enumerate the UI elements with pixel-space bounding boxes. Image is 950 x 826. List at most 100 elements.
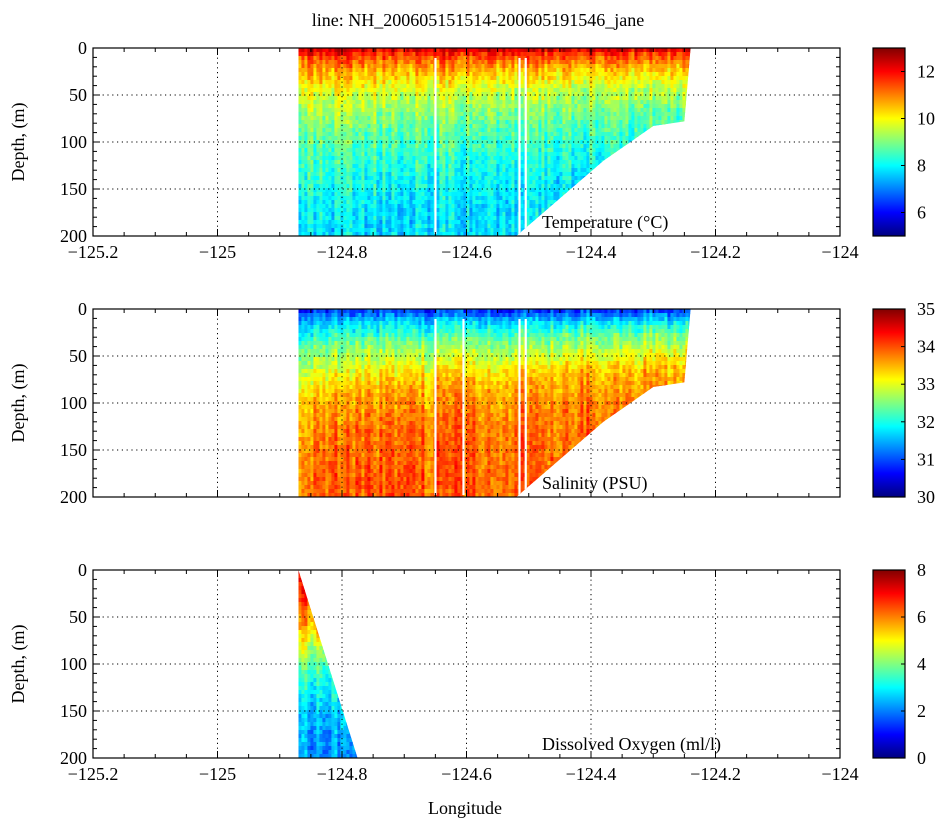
- heatmap-cell: [322, 104, 327, 109]
- heatmap-cell: [406, 212, 411, 217]
- heatmap-cell: [364, 144, 369, 149]
- heatmap-cell: [355, 92, 360, 97]
- heatmap-cell: [598, 180, 603, 185]
- heatmap-cell: [520, 92, 525, 97]
- heatmap-cell: [439, 176, 444, 181]
- heatmap-cell: [565, 184, 570, 189]
- heatmap-cell: [604, 132, 609, 137]
- heatmap-cell: [325, 140, 330, 145]
- heatmap-cell: [604, 140, 609, 145]
- heatmap-cell: [439, 196, 444, 201]
- heatmap-cell: [613, 148, 618, 153]
- heatmap-cell: [541, 60, 546, 65]
- heatmap-cell: [424, 184, 429, 189]
- heatmap-cell: [451, 124, 456, 129]
- heatmap-cell: [340, 188, 345, 193]
- heatmap-cell: [529, 192, 534, 197]
- heatmap-cell: [436, 64, 441, 69]
- heatmap-cell: [313, 132, 318, 137]
- heatmap-cell: [481, 208, 486, 213]
- heatmap-cell: [325, 220, 330, 225]
- heatmap-cell: [514, 228, 519, 233]
- heatmap-cell: [535, 148, 540, 153]
- heatmap-cell: [508, 52, 513, 57]
- heatmap-cell: [586, 100, 591, 105]
- heatmap-cell: [529, 72, 534, 77]
- heatmap-cell: [553, 88, 558, 93]
- heatmap-cell: [508, 200, 513, 205]
- heatmap-cell: [349, 120, 354, 125]
- heatmap-cell: [307, 164, 312, 169]
- heatmap-cell: [343, 56, 348, 61]
- heatmap-cell: [607, 176, 612, 181]
- heatmap-cell: [529, 168, 534, 173]
- heatmap-cell: [391, 128, 396, 133]
- heatmap-cell: [541, 88, 546, 93]
- heatmap-cell: [307, 160, 312, 165]
- heatmap-cell: [304, 164, 309, 169]
- heatmap-cell: [595, 112, 600, 117]
- heatmap-cell: [337, 52, 342, 57]
- heatmap-cell: [403, 164, 408, 169]
- heatmap-cell: [511, 224, 516, 229]
- heatmap-cell: [544, 68, 549, 73]
- heatmap-cell: [424, 200, 429, 205]
- heatmap-cell: [520, 160, 525, 165]
- heatmap-cell: [460, 148, 465, 153]
- heatmap-cell: [460, 100, 465, 105]
- heatmap-cell: [409, 60, 414, 65]
- heatmap-cell: [400, 204, 405, 209]
- heatmap-cell: [301, 212, 306, 217]
- heatmap-cell: [565, 48, 570, 53]
- heatmap-cell: [316, 184, 321, 189]
- heatmap-cell: [571, 92, 576, 97]
- heatmap-cell: [499, 204, 504, 209]
- heatmap-cell: [469, 188, 474, 193]
- heatmap-cell: [484, 220, 489, 225]
- heatmap-cell: [529, 224, 534, 229]
- heatmap-cell: [487, 224, 492, 229]
- heatmap-cell: [475, 88, 480, 93]
- heatmap-cell: [325, 124, 330, 129]
- heatmap-cell: [511, 196, 516, 201]
- heatmap-cell: [562, 72, 567, 77]
- heatmap-cell: [388, 124, 393, 129]
- heatmap-cell: [613, 72, 618, 77]
- heatmap-cell: [340, 140, 345, 145]
- heatmap-cell: [520, 184, 525, 189]
- heatmap-cell: [442, 108, 447, 113]
- heatmap-cell: [409, 76, 414, 81]
- heatmap-cell: [568, 120, 573, 125]
- heatmap-cell: [331, 72, 336, 77]
- heatmap-cell: [454, 204, 459, 209]
- heatmap-cell: [592, 196, 597, 201]
- heatmap-cell: [496, 52, 501, 57]
- heatmap-cell: [316, 124, 321, 129]
- heatmap-cell: [499, 216, 504, 221]
- heatmap-cell: [406, 52, 411, 57]
- heatmap-cell: [592, 204, 597, 209]
- heatmap-cell: [316, 216, 321, 221]
- heatmap-cell: [544, 84, 549, 89]
- heatmap-cell: [532, 208, 537, 213]
- heatmap-cell: [526, 120, 531, 125]
- heatmap-cell: [355, 160, 360, 165]
- heatmap-cell: [340, 92, 345, 97]
- heatmap-cell: [331, 180, 336, 185]
- heatmap-cell: [448, 168, 453, 173]
- heatmap-cell: [445, 96, 450, 101]
- heatmap-cell: [322, 180, 327, 185]
- heatmap-cell: [400, 164, 405, 169]
- heatmap-cell: [343, 228, 348, 233]
- heatmap-cell: [439, 208, 444, 213]
- heatmap-cell: [484, 144, 489, 149]
- heatmap-cell: [424, 216, 429, 221]
- heatmap-cell: [427, 160, 432, 165]
- heatmap-cell: [472, 228, 477, 233]
- heatmap-cell: [538, 120, 543, 125]
- heatmap-cell: [469, 204, 474, 209]
- heatmap-cell: [403, 192, 408, 197]
- heatmap-cell: [337, 176, 342, 181]
- heatmap-cell: [592, 176, 597, 181]
- heatmap-cell: [526, 140, 531, 145]
